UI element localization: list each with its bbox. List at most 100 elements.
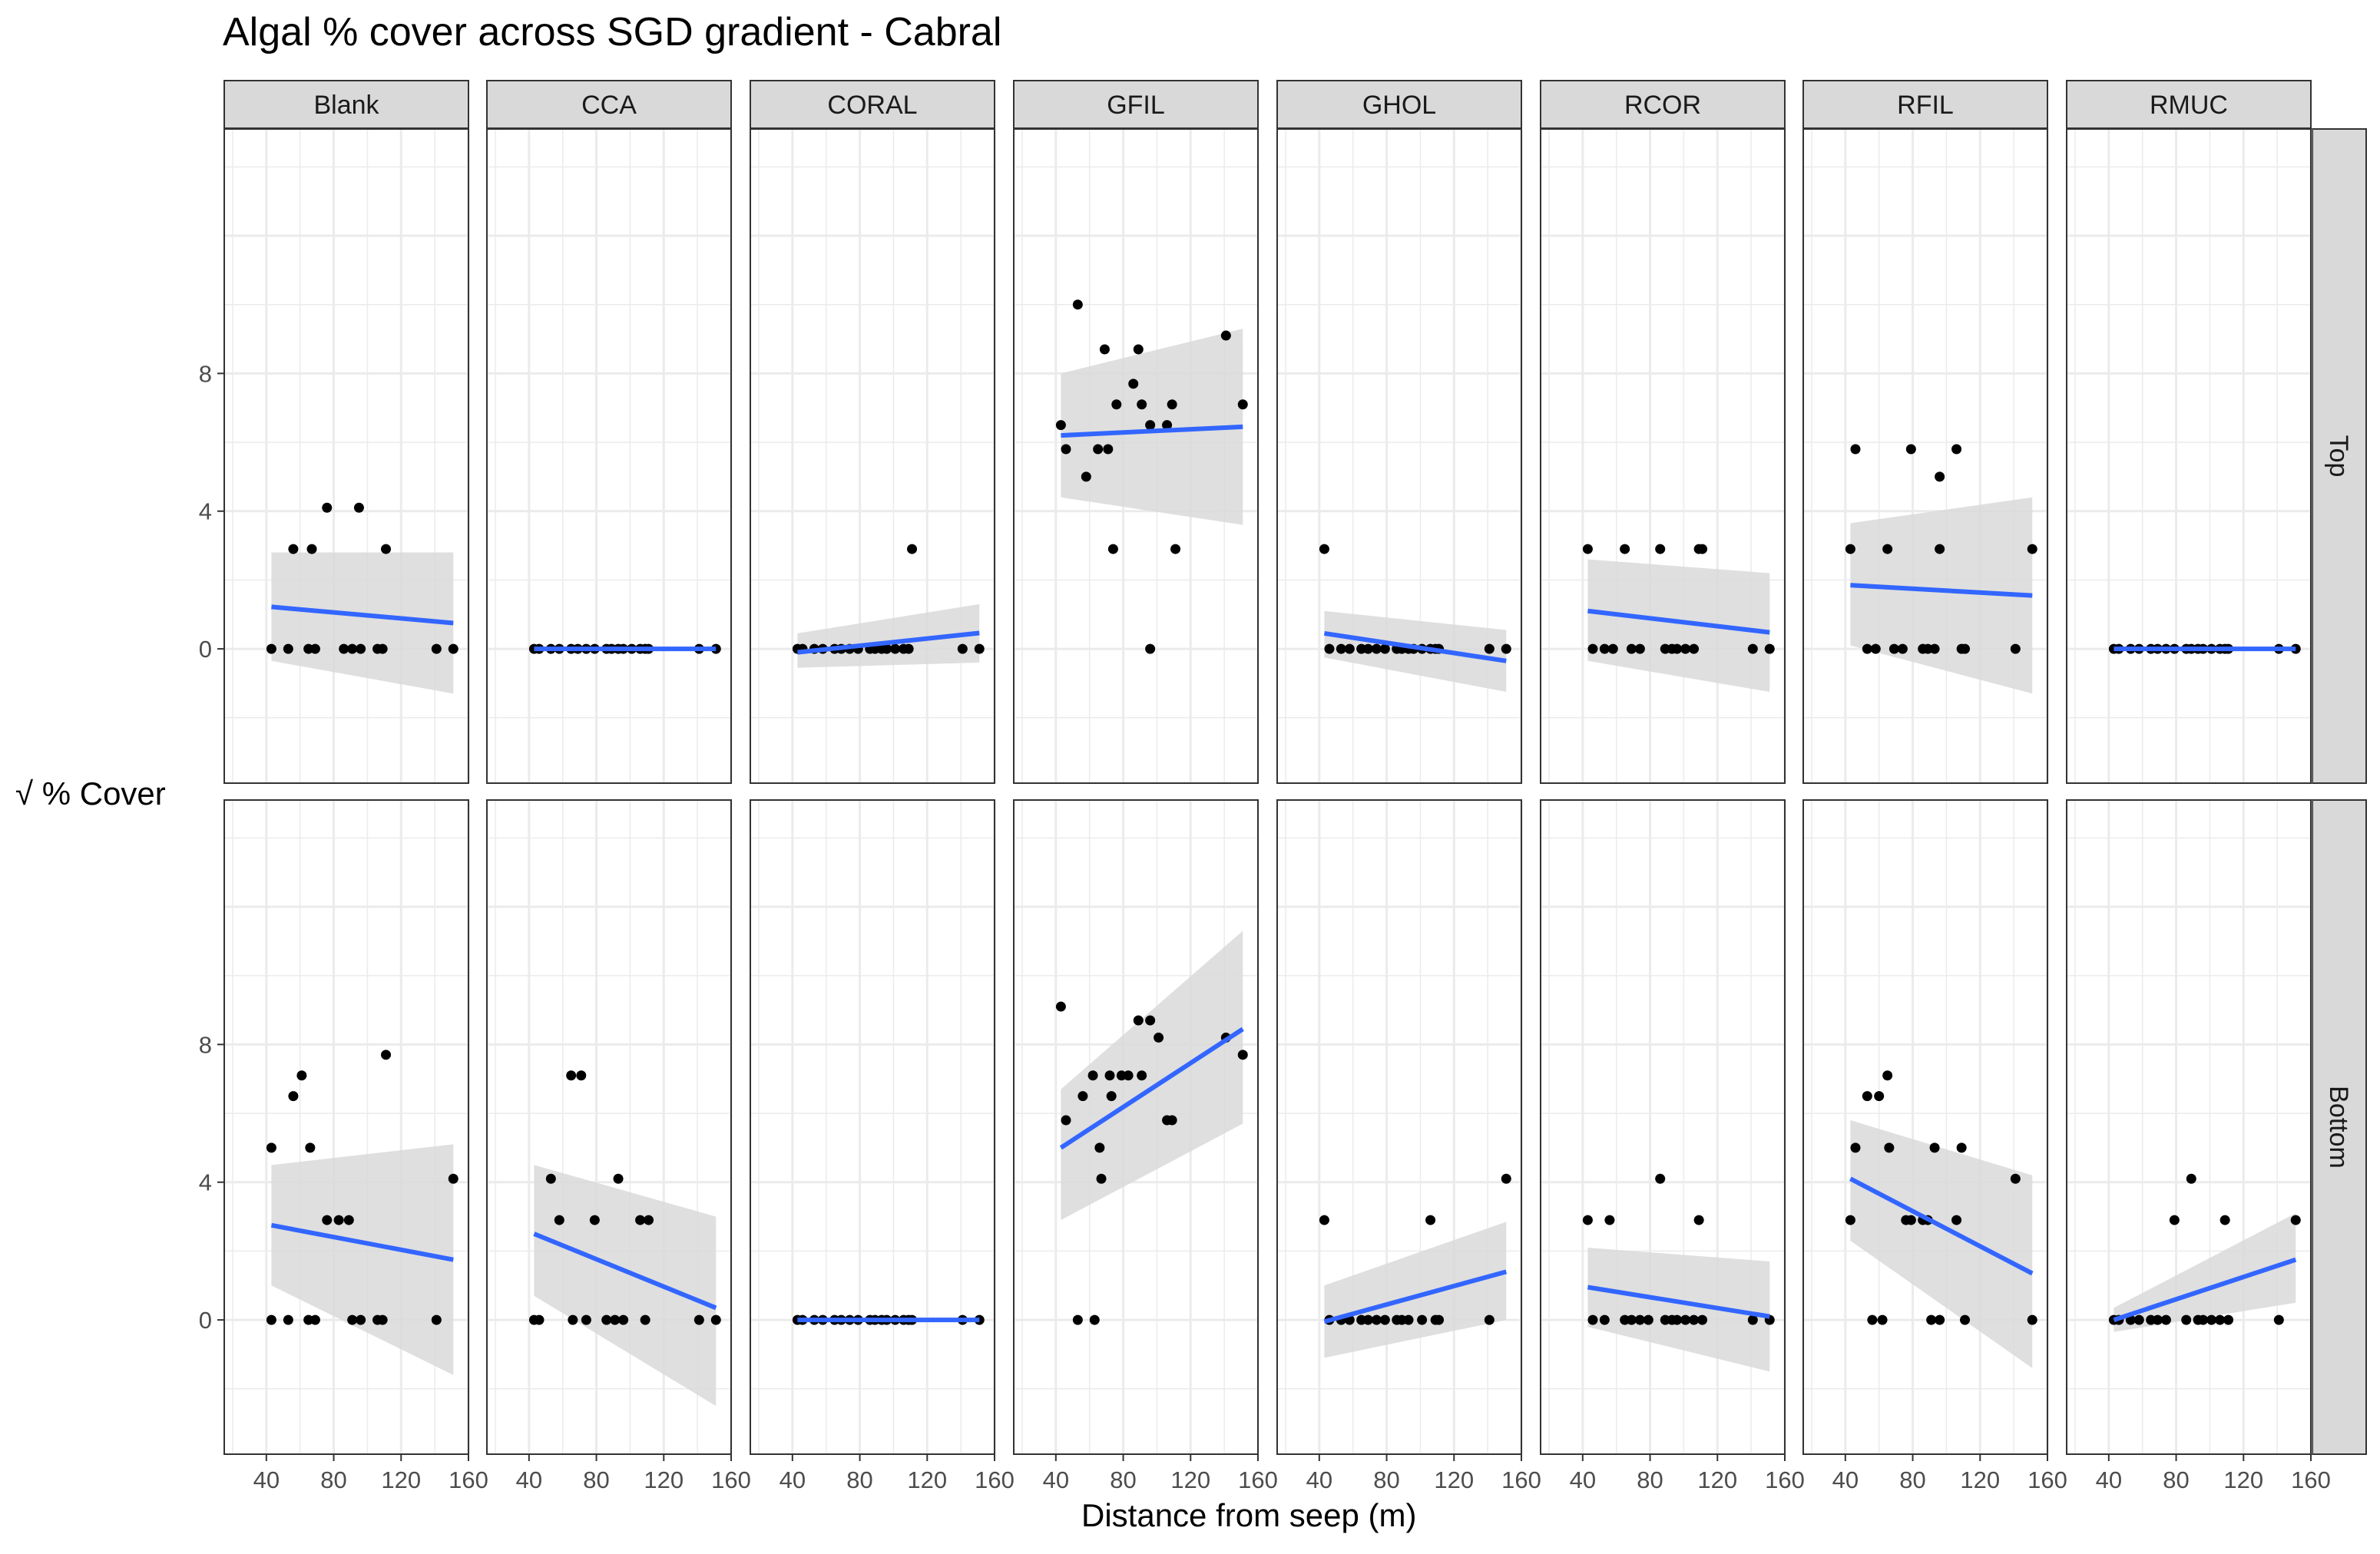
- y-tick-label: 4: [199, 1169, 212, 1196]
- data-point: [266, 643, 276, 654]
- x-tick-label: 120: [381, 1466, 421, 1493]
- panel-top-rcor: [1540, 128, 1786, 784]
- data-point: [1167, 1115, 1177, 1126]
- data-point: [1874, 1091, 1885, 1102]
- data-point: [1747, 1314, 1758, 1325]
- data-point: [296, 1070, 307, 1081]
- data-point: [1626, 643, 1637, 654]
- confidence-band: [534, 1165, 717, 1407]
- data-point: [333, 1215, 344, 1225]
- y-tick-label: 4: [199, 498, 212, 525]
- strip-label-coral: CORAL: [827, 91, 917, 120]
- panel-top-ghol: [1276, 128, 1523, 784]
- data-point: [1680, 643, 1691, 654]
- data-point: [1324, 643, 1335, 654]
- data-point: [1884, 1142, 1895, 1153]
- x-tick-label: 120: [644, 1466, 684, 1493]
- data-point: [2181, 1314, 2192, 1325]
- data-point: [1951, 1215, 1962, 1225]
- strip-label-blank: Blank: [313, 91, 379, 120]
- data-point: [1626, 1314, 1637, 1325]
- data-point: [1362, 643, 1373, 654]
- data-point: [2223, 1314, 2234, 1325]
- data-point: [2206, 1314, 2217, 1325]
- data-point: [381, 1050, 392, 1060]
- data-point: [534, 1314, 545, 1325]
- data-point: [581, 1314, 591, 1325]
- data-point: [1371, 1314, 1382, 1325]
- y-tick-label: 8: [199, 1031, 212, 1058]
- x-tick-label: 160: [449, 1466, 488, 1493]
- confidence-band: [1587, 559, 1770, 693]
- data-point: [322, 502, 333, 513]
- panel-top-coral: [750, 128, 996, 784]
- confidence-band: [1850, 1120, 2033, 1368]
- data-point: [2273, 1314, 2284, 1325]
- panel-border: [1276, 799, 1522, 1455]
- strip-label-ghol: GHOL: [1362, 91, 1436, 120]
- x-tick-label: 40: [780, 1466, 806, 1493]
- panel-border: [486, 128, 732, 784]
- data-point: [1099, 344, 1110, 355]
- data-point: [266, 1142, 276, 1153]
- regression-line: [797, 630, 980, 655]
- row-strip-top: [2312, 128, 2367, 784]
- data-point: [907, 544, 918, 554]
- data-point: [1081, 471, 1091, 482]
- confidence-band: [1061, 931, 1243, 1221]
- data-point: [1599, 1314, 1610, 1325]
- data-point: [1582, 1215, 1593, 1225]
- confidence-band: [271, 1144, 454, 1375]
- data-point: [356, 1314, 366, 1325]
- data-point: [1128, 379, 1139, 389]
- panel-border: [1013, 128, 1259, 784]
- data-point: [288, 544, 299, 554]
- x-tick-label: 40: [1570, 1466, 1596, 1493]
- data-point: [1237, 1050, 1248, 1060]
- y-tick-label: 8: [199, 360, 212, 387]
- x-tick-label: 40: [253, 1466, 280, 1493]
- strip-rcor: [1540, 80, 1786, 129]
- data-point: [1379, 643, 1390, 654]
- data-point: [1672, 1314, 1683, 1325]
- x-tick-label: 160: [975, 1466, 1015, 1493]
- data-point: [613, 1173, 624, 1184]
- data-point: [1055, 420, 1066, 431]
- confidence-band: [1587, 1247, 1770, 1372]
- strip-blank: [223, 80, 469, 129]
- strip-label-rmuc: RMUC: [2150, 91, 2228, 120]
- regression-line: [533, 1232, 717, 1311]
- panel-border: [750, 128, 995, 784]
- x-tick-label: 160: [711, 1466, 751, 1493]
- data-point: [589, 1215, 600, 1225]
- data-point: [644, 1215, 654, 1225]
- panel-bottom-rcor: [1540, 799, 1786, 1455]
- data-point: [1093, 444, 1104, 455]
- data-point: [2198, 1314, 2209, 1325]
- panel-border: [750, 799, 995, 1455]
- data-point: [1077, 1091, 1088, 1102]
- data-point: [1501, 1173, 1511, 1184]
- x-tick-label: 80: [1899, 1466, 1925, 1493]
- panel-border: [2066, 128, 2312, 784]
- data-point: [1344, 643, 1355, 654]
- x-tick-label: 80: [1373, 1466, 1399, 1493]
- data-point: [576, 1070, 587, 1081]
- data-point: [1582, 544, 1593, 554]
- data-point: [545, 1173, 556, 1184]
- data-point: [347, 1314, 358, 1325]
- data-point: [343, 1215, 354, 1225]
- data-point: [1417, 1314, 1428, 1325]
- data-point: [1111, 399, 1122, 410]
- x-tick-label: 80: [320, 1466, 346, 1493]
- data-point: [2010, 643, 2021, 654]
- confidence-band: [271, 552, 454, 694]
- data-point: [1087, 1070, 1098, 1081]
- x-tick-label: 40: [1832, 1466, 1859, 1493]
- data-point: [1379, 1314, 1390, 1325]
- panel-border: [223, 799, 469, 1455]
- data-point: [882, 643, 892, 654]
- data-point: [283, 1314, 293, 1325]
- regression-line: [1059, 1027, 1244, 1150]
